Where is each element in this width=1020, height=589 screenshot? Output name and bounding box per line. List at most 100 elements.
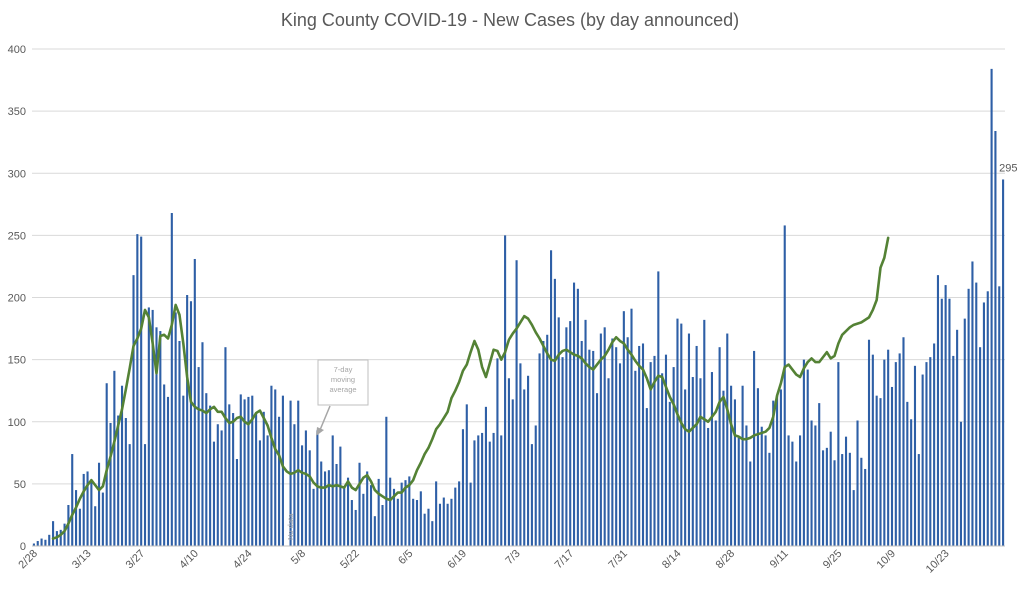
y-tick-label: 300	[8, 168, 26, 180]
bar	[396, 498, 399, 546]
bar	[174, 312, 177, 546]
bar	[239, 394, 242, 546]
bar	[212, 441, 216, 546]
bar	[293, 424, 296, 546]
bar	[354, 509, 357, 546]
bar	[369, 485, 373, 546]
bar	[404, 480, 407, 546]
bar	[251, 395, 254, 546]
bar	[534, 425, 537, 546]
bar	[856, 420, 859, 546]
annotation-text: 7-day	[334, 365, 353, 374]
bar	[63, 523, 66, 546]
bar	[385, 416, 388, 546]
bar	[71, 454, 74, 546]
bar	[733, 399, 736, 546]
bar	[971, 261, 974, 546]
bar	[779, 389, 782, 546]
bar	[576, 288, 579, 546]
bar	[618, 363, 622, 546]
bar	[205, 393, 208, 546]
bar	[182, 395, 185, 546]
bar	[557, 317, 560, 546]
bar	[768, 452, 771, 546]
bar	[687, 333, 691, 546]
bar	[358, 462, 361, 546]
bar	[74, 490, 78, 546]
bar	[595, 393, 599, 546]
bar	[381, 504, 384, 546]
bar	[553, 278, 556, 546]
bar	[140, 236, 143, 546]
bar	[511, 399, 514, 546]
bar	[197, 367, 200, 546]
x-tick-label: 6/19	[445, 548, 469, 572]
bar	[82, 473, 85, 546]
bar	[867, 339, 871, 546]
bar	[791, 441, 794, 546]
bar	[44, 539, 47, 546]
x-tick-label: 5/8	[289, 548, 308, 567]
bar	[611, 338, 614, 546]
bar	[649, 362, 652, 546]
bar	[699, 378, 702, 546]
bar	[320, 461, 323, 546]
bar	[262, 411, 265, 546]
bar	[163, 384, 166, 546]
bar	[967, 288, 970, 546]
bar	[691, 377, 694, 546]
bar	[626, 337, 629, 546]
x-tick-label: 4/10	[177, 548, 201, 572]
bar	[530, 444, 533, 546]
bar	[695, 345, 698, 546]
y-tick-label: 0	[20, 541, 26, 553]
bar	[956, 329, 959, 546]
bar	[117, 415, 120, 546]
bar	[488, 441, 491, 546]
bar	[550, 250, 553, 546]
bar	[952, 355, 955, 546]
annotation-arrow	[319, 405, 331, 431]
bar	[438, 503, 442, 546]
grid-lines	[32, 48, 1005, 485]
no-data-label: No data	[286, 513, 295, 540]
bar	[366, 471, 369, 546]
bar	[216, 424, 219, 546]
bar	[465, 404, 468, 546]
bar	[178, 340, 181, 546]
bar	[860, 457, 863, 546]
bar	[875, 395, 878, 546]
x-tick-label: 7/31	[606, 548, 630, 572]
bar	[278, 416, 281, 546]
bar	[979, 347, 982, 546]
bar	[722, 390, 725, 546]
bar	[745, 425, 748, 546]
y-tick-label: 150	[8, 355, 26, 367]
bar	[603, 327, 606, 546]
bar	[584, 319, 587, 546]
bar	[810, 420, 813, 546]
bar	[902, 337, 905, 546]
bar	[871, 354, 874, 546]
bar	[496, 358, 499, 546]
bar	[523, 389, 526, 546]
bar	[730, 385, 733, 546]
bar	[710, 372, 714, 546]
bar	[887, 349, 890, 546]
bar	[308, 450, 311, 546]
bar	[615, 347, 618, 546]
bar	[680, 323, 683, 546]
annotation-text: moving	[331, 375, 355, 384]
bar	[109, 422, 112, 546]
bar	[917, 454, 920, 546]
bar	[151, 309, 154, 546]
bar	[653, 355, 656, 546]
bar	[684, 389, 687, 546]
y-tick-label: 50	[14, 479, 26, 491]
bar	[527, 375, 530, 546]
bar	[415, 500, 419, 546]
annotation-box	[317, 359, 369, 406]
bar	[569, 321, 572, 546]
